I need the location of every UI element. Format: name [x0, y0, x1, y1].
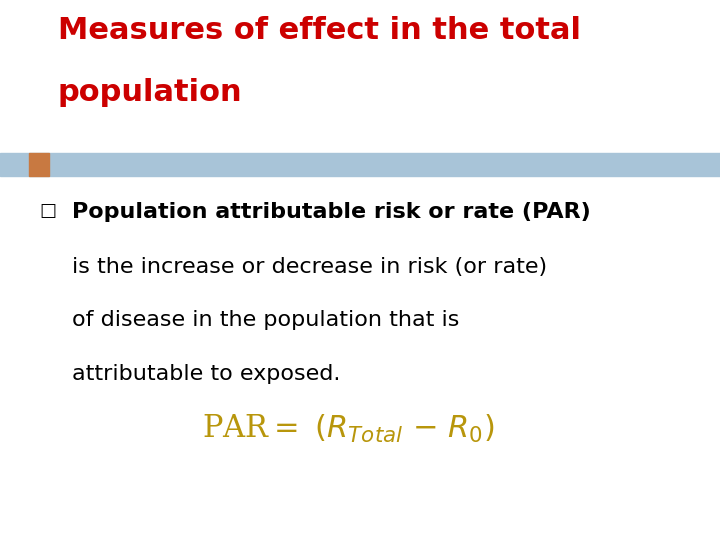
- Text: is the increase or decrease in risk (or rate): is the increase or decrease in risk (or …: [72, 256, 547, 276]
- Text: □: □: [40, 202, 57, 220]
- Text: of disease in the population that is: of disease in the population that is: [72, 310, 459, 330]
- Text: attributable to exposed.: attributable to exposed.: [72, 364, 341, 384]
- Text: Population attributable risk or rate (PAR): Population attributable risk or rate (PA…: [72, 202, 590, 222]
- Text: $\mathregular{PAR} = \ (R_{Total}\ \mathregular{-}\ R_0)$: $\mathregular{PAR} = \ (R_{Total}\ \math…: [202, 413, 494, 445]
- Bar: [29, 153, 49, 176]
- Text: Measures of effect in the total: Measures of effect in the total: [58, 16, 580, 45]
- Text: population: population: [58, 78, 242, 107]
- Bar: [0, 153, 720, 176]
